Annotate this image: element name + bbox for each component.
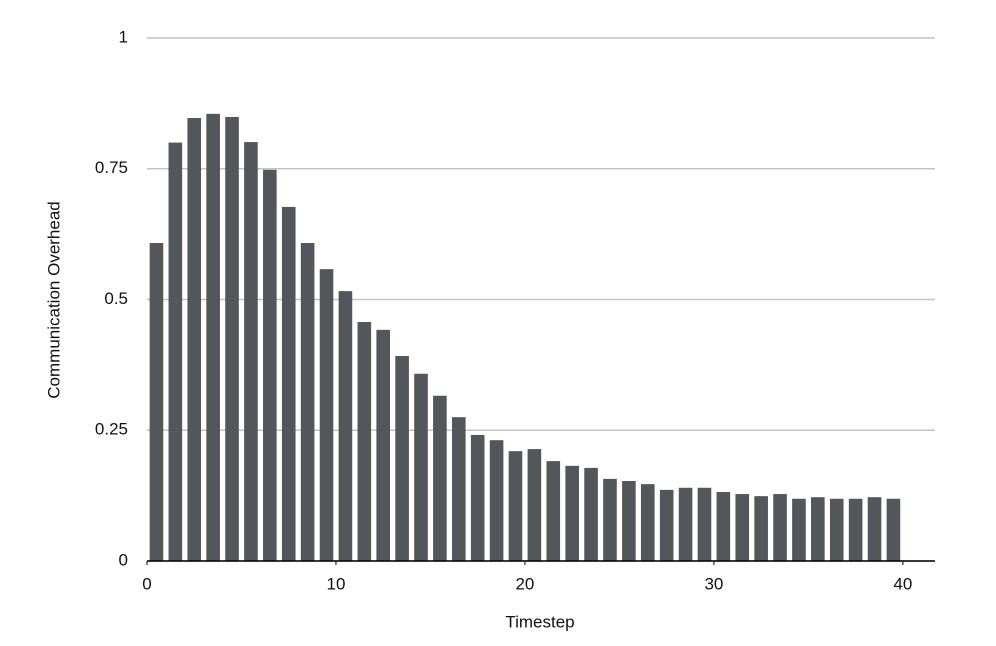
bar [659,489,674,561]
bar [527,449,542,561]
bar [811,497,825,561]
x-tick-label: 20 [515,574,534,593]
bar [149,243,164,562]
bar [451,417,466,561]
bar [244,142,258,561]
bar [829,498,844,561]
bar [565,465,579,561]
bar [168,142,183,561]
bar [546,461,561,561]
bar [603,478,617,561]
bar [867,497,882,561]
bar [792,498,806,561]
bar [263,169,277,561]
x-axis-label: Timestep [505,612,574,631]
bar [773,494,787,561]
y-tick-label: 0 [119,550,128,569]
bar [338,291,353,561]
bar [622,480,636,561]
y-tick-label: 0.75 [95,158,128,177]
bar [735,494,750,561]
y-tick-label: 0.25 [95,420,128,439]
bar [848,498,863,561]
y-tick-label: 0.5 [104,289,128,308]
x-tick-label: 0 [142,574,151,593]
bar [697,487,712,561]
bar [678,487,693,561]
bar [395,355,409,561]
bar [489,440,504,561]
bar [508,451,523,561]
bar [319,269,334,561]
bar [357,321,372,561]
bar [281,206,296,561]
bar [414,373,428,561]
bar [470,434,485,561]
bar [433,395,447,561]
y-axis-label: Communication Overhead [44,201,63,398]
bar [187,118,202,562]
bar [584,467,598,561]
bar [716,491,731,561]
bar [376,329,391,561]
bar [300,243,315,562]
bar [206,113,220,562]
x-tick-label: 40 [893,574,912,593]
bar [754,496,768,561]
bar [886,498,901,561]
bar [225,116,239,562]
x-tick-label: 30 [704,574,723,593]
y-tick-label: 1 [119,27,128,46]
x-tick-label: 10 [327,574,346,593]
bar [640,484,655,561]
